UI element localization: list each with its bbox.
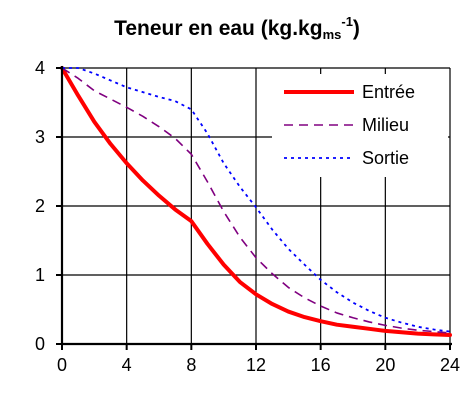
y-tick-label-3: 3 — [35, 127, 45, 147]
x-tick-label-2: 8 — [186, 355, 196, 375]
y-tick-label-0: 0 — [35, 334, 45, 354]
legend-box — [272, 74, 448, 177]
x-tick-label-3: 12 — [246, 355, 266, 375]
chart-title-superscript: -1 — [341, 14, 353, 29]
chart-title-main: Teneur en eau (kg.kg — [114, 17, 323, 40]
x-tick-label-1: 4 — [122, 355, 132, 375]
legend-label-2: Sortie — [362, 148, 409, 168]
chart-title-close: ) — [352, 17, 360, 40]
x-tick-label-0: 0 — [57, 355, 67, 375]
series-line-entr-e — [60, 66, 452, 338]
chart-title-subscript: ms — [322, 27, 342, 42]
chart-title: Teneur en eau (kg.kgms-1) — [0, 14, 474, 42]
series-line-sortie — [62, 67, 451, 333]
y-tick-label-2: 2 — [35, 196, 45, 216]
series-line-milieu — [61, 67, 451, 334]
x-tick-label-6: 24 — [440, 355, 460, 375]
legend: Entrée Milieu Sortie — [272, 74, 448, 177]
legend-label-0: Entrée — [362, 82, 415, 102]
x-tick-label-5: 20 — [375, 355, 395, 375]
y-tick-label-1: 1 — [35, 265, 45, 285]
legend-label-1: Milieu — [362, 115, 409, 135]
x-tick-label-4: 16 — [311, 355, 331, 375]
series-layer — [60, 66, 452, 338]
y-tick-label-4: 4 — [35, 58, 45, 78]
